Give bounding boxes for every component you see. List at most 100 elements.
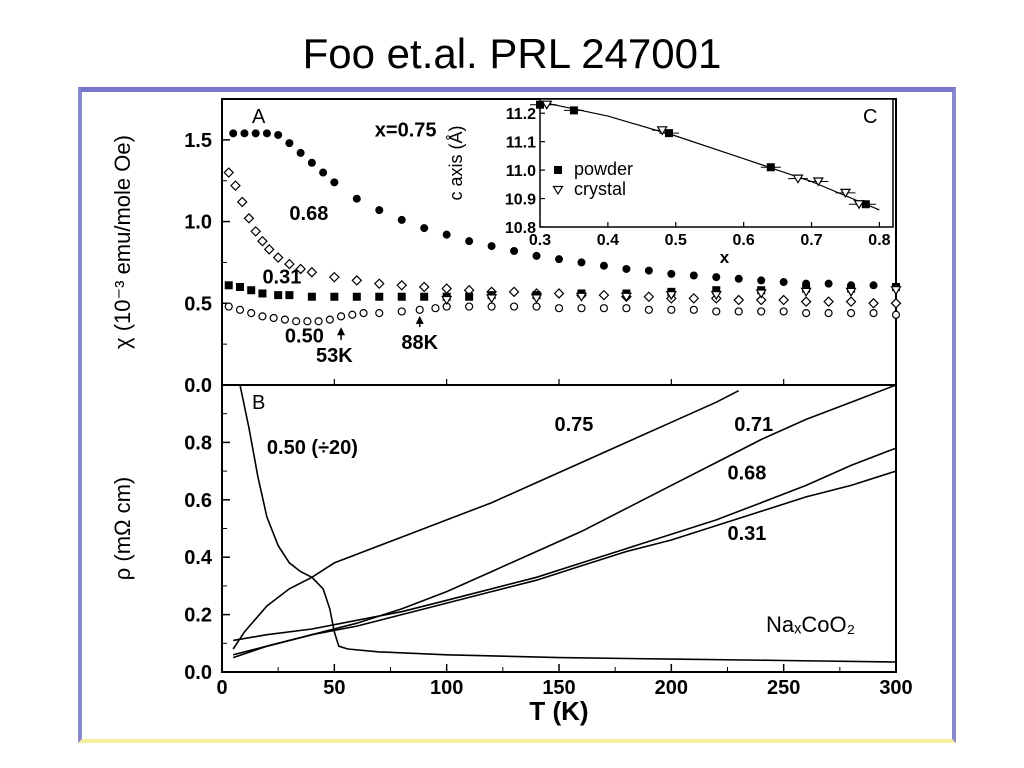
data-point bbox=[733, 294, 745, 306]
data-point bbox=[891, 310, 901, 319]
data-point bbox=[285, 291, 294, 300]
annotation-label: 0.68 bbox=[289, 203, 328, 225]
data-point bbox=[577, 258, 586, 267]
data-point bbox=[665, 291, 677, 301]
data-point bbox=[824, 279, 833, 288]
data-point bbox=[465, 292, 474, 301]
y-tick-label: 0.0 bbox=[184, 375, 212, 397]
data-point bbox=[420, 224, 429, 233]
legend-label: powder bbox=[574, 159, 633, 179]
data-point bbox=[397, 292, 406, 301]
panel-c-axes-frame bbox=[539, 98, 894, 228]
y-tick-label: 0.5 bbox=[184, 293, 212, 315]
data-point bbox=[230, 180, 241, 191]
data-point bbox=[778, 294, 790, 306]
data-point bbox=[667, 305, 676, 314]
data-point bbox=[487, 302, 496, 311]
data-point bbox=[442, 230, 451, 239]
y-axis-label: c axis (Å) bbox=[446, 125, 466, 200]
fit-line bbox=[539, 101, 880, 211]
data-point bbox=[359, 308, 368, 318]
data-point bbox=[554, 304, 564, 313]
data-point bbox=[644, 266, 653, 275]
data-point bbox=[250, 226, 262, 237]
annotation-label: 53K bbox=[316, 345, 353, 367]
legend-marker bbox=[554, 166, 562, 174]
y-tick-label: 0.4 bbox=[184, 547, 213, 569]
data-point bbox=[569, 106, 578, 115]
data-point bbox=[757, 276, 766, 285]
data-point bbox=[262, 129, 271, 138]
data-point bbox=[224, 281, 233, 290]
data-point bbox=[441, 283, 453, 294]
x-tick-label: 250 bbox=[767, 677, 800, 699]
slide-title: Foo et.al. PRL 247001 bbox=[302, 30, 722, 77]
data-point bbox=[319, 168, 328, 177]
data-point bbox=[664, 129, 673, 138]
data-point bbox=[644, 305, 653, 314]
panel-label: A bbox=[252, 106, 266, 128]
data-point bbox=[258, 289, 267, 298]
panel-label: B bbox=[252, 392, 265, 414]
data-point bbox=[330, 292, 339, 301]
series-line-0-68 bbox=[233, 447, 897, 642]
y-tick-label: 0.0 bbox=[184, 662, 212, 684]
data-point bbox=[465, 237, 474, 246]
y-tick-label: 0.6 bbox=[184, 490, 212, 512]
data-point bbox=[845, 287, 857, 298]
data-point bbox=[766, 163, 775, 172]
series-line-0-50-20 bbox=[239, 384, 897, 663]
data-point bbox=[656, 126, 668, 136]
data-point bbox=[251, 129, 260, 138]
data-point bbox=[846, 308, 856, 318]
series-0-31 bbox=[224, 281, 900, 301]
y-tick-label: 10.9 bbox=[505, 192, 536, 209]
series-open-triangle bbox=[441, 286, 902, 306]
panel-label: C bbox=[863, 106, 877, 128]
series-label: 0.68 bbox=[728, 463, 767, 485]
data-point bbox=[890, 286, 902, 296]
data-point bbox=[352, 194, 361, 203]
series-label: 0.71 bbox=[734, 414, 773, 436]
data-point bbox=[247, 308, 256, 318]
data-point bbox=[274, 291, 283, 300]
data-point bbox=[236, 196, 248, 208]
x-tick-label: 300 bbox=[879, 677, 912, 699]
data-point bbox=[712, 307, 721, 316]
annotation-label: 0.50 bbox=[285, 326, 324, 348]
data-point bbox=[303, 317, 312, 326]
data-point bbox=[431, 304, 440, 313]
data-point bbox=[689, 305, 698, 314]
figure-svg: 0.0 0.5 1.0 1.5 Aχ (10⁻³ emu/mole Oe) x=0.75 0… bbox=[110, 98, 913, 726]
data-point bbox=[532, 302, 541, 311]
data-point bbox=[352, 292, 361, 301]
x-tick-label: 200 bbox=[655, 677, 688, 699]
data-point bbox=[396, 279, 408, 291]
data-point bbox=[532, 251, 541, 260]
data-point bbox=[643, 291, 655, 303]
y-tick-label: 10.8 bbox=[505, 220, 536, 237]
data-point bbox=[577, 304, 586, 313]
data-point bbox=[487, 242, 496, 251]
data-point bbox=[823, 296, 834, 307]
data-point bbox=[824, 308, 833, 318]
data-point bbox=[599, 304, 609, 313]
data-point bbox=[336, 312, 346, 321]
y-axis-label: ρ (mΩ cm) bbox=[110, 477, 135, 581]
data-point bbox=[845, 296, 857, 307]
data-point bbox=[710, 291, 722, 301]
data-point bbox=[812, 177, 824, 187]
data-point bbox=[541, 100, 553, 110]
x-axis-label: T (K) bbox=[529, 696, 588, 726]
data-point bbox=[328, 271, 340, 283]
data-point bbox=[418, 281, 430, 293]
data-point bbox=[247, 286, 256, 295]
data-point bbox=[792, 174, 804, 184]
data-point bbox=[258, 312, 267, 321]
data-point bbox=[330, 178, 339, 187]
data-point bbox=[280, 315, 290, 324]
x-tick-label: 0.4 bbox=[597, 232, 619, 249]
data-point bbox=[712, 273, 721, 282]
series-crystal bbox=[536, 100, 870, 210]
y-tick-label: 0.2 bbox=[184, 605, 212, 627]
